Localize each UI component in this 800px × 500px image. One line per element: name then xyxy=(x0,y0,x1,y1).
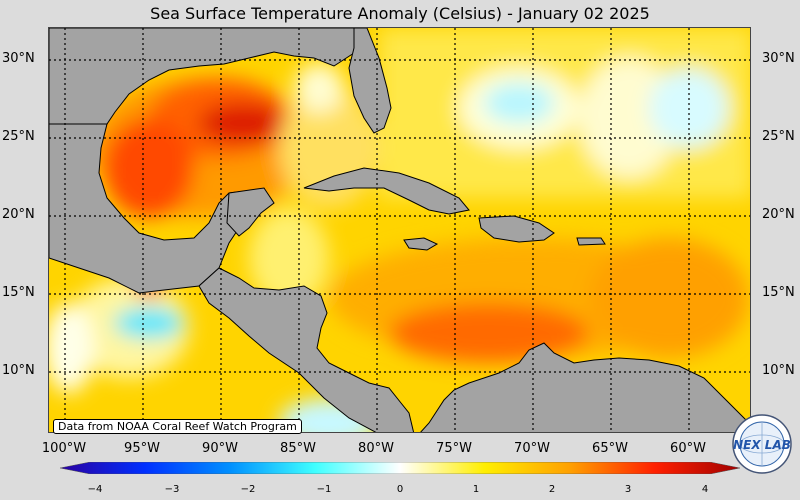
colorbar-tick-minus3: −3 xyxy=(164,484,180,495)
lat-label-10n-right: 10°N xyxy=(762,363,795,378)
lat-label-30n-right: 30°N xyxy=(762,51,795,66)
land-central-america xyxy=(198,267,415,432)
colorbar-tick-2: 2 xyxy=(548,484,556,495)
lat-label-25n-right: 25°N xyxy=(762,129,795,144)
land-south-america xyxy=(420,342,750,432)
lon-label-95w: 95°W xyxy=(124,441,160,456)
nexlab-globe-logo-icon: NEX LAB xyxy=(732,414,792,474)
colorbar-tick-3: 3 xyxy=(624,484,632,495)
lon-label-90w: 90°W xyxy=(202,441,238,456)
data-credit: Data from NOAA Coral Reef Watch Program xyxy=(53,419,302,434)
lon-label-85w: 85°W xyxy=(280,441,316,456)
logo-text: NEX LAB xyxy=(733,438,791,452)
land-jamaica xyxy=(403,237,439,251)
land-yucatan xyxy=(226,187,275,237)
colorbar-tick-4: 4 xyxy=(701,484,709,495)
map-title: Sea Surface Temperature Anomaly (Celsius… xyxy=(150,4,650,23)
lon-label-100w: 100°W xyxy=(41,441,87,456)
land-north-america xyxy=(49,28,355,125)
lat-label-15n-left: 15°N xyxy=(2,285,35,300)
colorbar-tick-1: 1 xyxy=(472,484,480,495)
colorbar-tick-minus2: −2 xyxy=(240,484,256,495)
colorbar-tick-minus4: −4 xyxy=(87,484,103,495)
lon-label-70w: 70°W xyxy=(514,441,550,456)
lon-label-80w: 80°W xyxy=(358,441,394,456)
lon-label-60w: 60°W xyxy=(670,441,706,456)
colorbar-tick-0: 0 xyxy=(396,484,404,495)
lon-label-65w: 65°W xyxy=(592,441,628,456)
sst-anomaly-map xyxy=(48,27,751,433)
land-cuba xyxy=(303,167,470,215)
land-puerto-rico xyxy=(576,237,606,246)
lon-label-75w: 75°W xyxy=(436,441,472,456)
colorbar-tick-minus1: −1 xyxy=(316,484,332,495)
lat-label-10n-left: 10°N xyxy=(2,363,35,378)
colorbar xyxy=(60,462,740,474)
lat-label-30n-left: 30°N xyxy=(2,51,35,66)
lat-label-20n-left: 20°N xyxy=(2,207,35,222)
lat-label-20n-right: 20°N xyxy=(762,207,795,222)
landmasses xyxy=(49,28,750,432)
land-hispaniola xyxy=(478,215,555,243)
graticule xyxy=(49,28,750,432)
lat-label-25n-left: 25°N xyxy=(2,129,35,144)
lat-label-15n-right: 15°N xyxy=(762,285,795,300)
